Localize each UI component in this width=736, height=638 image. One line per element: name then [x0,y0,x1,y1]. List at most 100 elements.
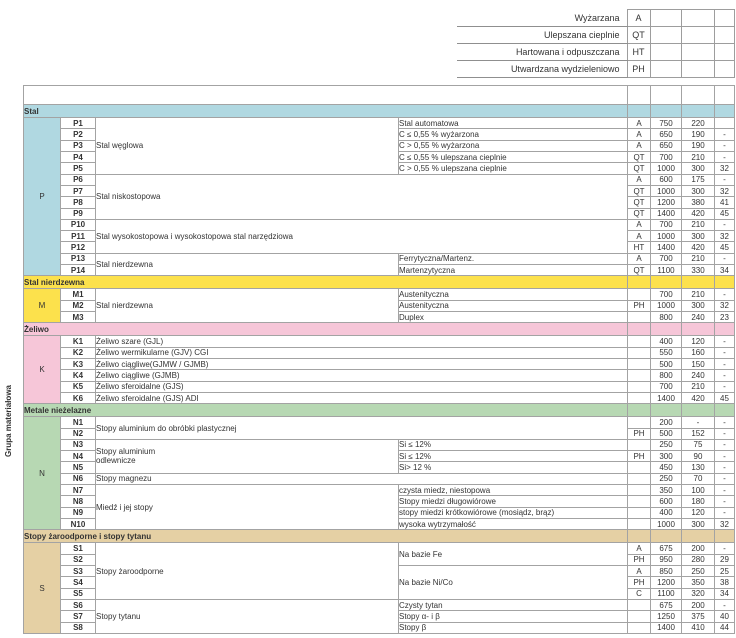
table-row: N10 wysoka wytrzymałość 1000 300 32 [24,517,735,531]
table-row: P14 Martenzytyczna QT 1100 330 34 [24,264,735,277]
value-2: 350 [681,576,715,589]
legend-value-cell [649,60,682,78]
section-letter: P [23,116,61,277]
row-id: N7 [60,484,96,497]
spacer-cell [681,85,715,105]
value-2: 220 [681,116,715,130]
value-2: 70 [681,472,715,486]
material-table: Stal P P1 Stal węglowa Stal automatowa A 750 22… [23,85,735,635]
value-3: - [714,598,735,612]
material-variant: Martenzytyczna [398,264,628,277]
section-header-title: Metale nieżelazne [23,403,628,418]
heat-treatment-code: A [627,173,651,186]
legend-value-cell [680,43,715,61]
row-id: P4 [60,150,96,164]
value-1: 300 [650,450,682,463]
table-row: S S1 Stopy żaroodporne Na bazie Fe A 675 200- [23,542,735,634]
heat-treatment-code [627,495,651,508]
value-2: 240 [681,310,715,324]
heat-treatment-code [627,461,651,474]
legend-value-cell [713,26,735,44]
section-header-cell [627,275,651,290]
value-2: 120 [681,335,715,348]
row-id: N6 [60,472,96,486]
section-header-title: Stal nierdzewna [23,275,628,290]
row-id: N8 [60,495,96,508]
legend-value-cell [649,9,682,27]
table-row: N7 Miedź i jej stopy czysta miedz, niestop… [24,484,735,531]
row-id: P10 [60,218,96,232]
heat-treatment-code [627,391,651,405]
heat-treatment-code [627,506,651,520]
value-2: 210 [681,218,715,232]
material-variant: Stal automatowa [398,116,628,130]
row-id: P5 [60,162,96,175]
value-3: - [714,472,735,486]
row-id: P2 [60,128,96,141]
material-variant: wysoka wytrzymałość [398,517,628,531]
section-header-cell [627,322,651,337]
value-3: 45 [714,391,735,405]
heat-treatment-code [627,438,651,452]
value-3: 40 [714,610,735,623]
heat-treatment-code [627,517,651,531]
row-id: S2 [60,553,96,566]
table-row: N5 Si> 12 % 450 130- [24,461,735,474]
spacer-cell [714,85,735,105]
row-id: S8 [60,621,96,634]
value-3: - [714,438,735,452]
value-3: 34 [714,264,735,277]
row-id: K3 [60,357,96,371]
row-id: P3 [60,139,96,152]
heat-treatment-code: QT [627,150,651,164]
section-header-cell [650,403,682,418]
heat-treatment-code [627,288,651,301]
value-3: 44 [714,621,735,634]
value-3: 32 [714,517,735,531]
value-2: 210 [681,150,715,164]
value-3: - [714,416,735,429]
row-id: N9 [60,506,96,520]
value-2: 300 [681,162,715,175]
table-row: P5 C > 0,55 % ulepszana cieplnie QT 1000 300… [24,162,735,175]
value-2: 200 [681,598,715,612]
table-row: S6 Stopy tytanu Czysty tytan 675 200- [24,598,735,635]
value-3: - [714,218,735,232]
table-row: K6 Żeliwo sferoidalne (GJS) ADI 1400 420 45 [24,391,735,405]
table-row: P9 QT 1400 420 45 [24,207,735,220]
value-1: 1400 [650,207,682,220]
heat-treatment-code: A [627,230,651,243]
row-id: N4 [60,450,96,463]
value-2: 380 [681,196,715,209]
value-1: 1000 [650,230,682,243]
table-row: K3 Żeliwo ciągliwe(GJMW / GJMB) 500 150- [24,357,735,371]
value-1: 1000 [650,517,682,531]
legend-value-cell [680,9,715,27]
row-id: P9 [60,207,96,220]
legend-value-cell [649,43,682,61]
material-name: Stopy magnezu [95,472,628,486]
value-3: 32 [714,184,735,198]
value-3: - [714,252,735,266]
value-2: 210 [681,288,715,301]
value-1: 800 [650,369,682,382]
section-header-cell [681,403,715,418]
value-2: 210 [681,380,715,393]
table-row: M M1 Stal nierdzewna Austenityczna 700 210- [23,288,735,324]
row-id: M1 [60,288,96,301]
row-id: N1 [60,416,96,429]
value-3: - [714,450,735,463]
value-2: 300 [681,517,715,531]
table-row: P6 Stal niskostopowa A 600 175- [24,173,735,220]
material-name: Stopy tytanu [95,598,399,635]
section-header-cell [714,322,735,337]
value-2: 190 [681,139,715,152]
value-3: 32 [714,299,735,313]
value-2: 420 [681,207,715,220]
row-id: S1 [60,542,96,555]
table-row: K5 Żeliwo sferoidalne (GJS) 700 210- [24,380,735,393]
heat-treatment-code: QT [627,184,651,198]
value-1: 1000 [650,184,682,198]
value-3: - [714,427,735,440]
heat-treatment-code [627,346,651,359]
